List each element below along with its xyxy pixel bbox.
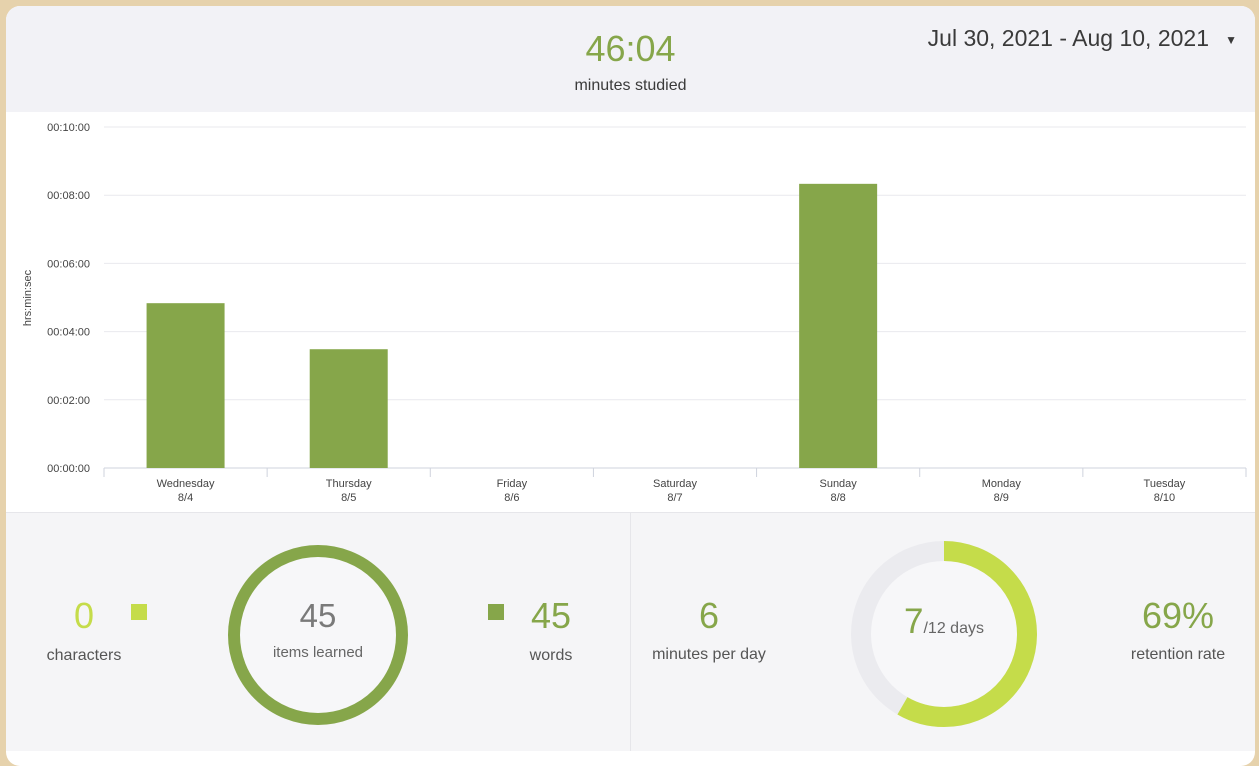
- x-tick-label-day: Sunday: [819, 478, 857, 490]
- characters-count: 0: [73, 595, 95, 636]
- words-count: 45: [530, 595, 572, 636]
- chevron-down-icon[interactable]: ▼: [1225, 33, 1237, 47]
- summary-header: 46:04 minutes studied Jul 30, 2021 - Aug…: [6, 6, 1255, 112]
- minutes-per-day-label: minutes per day: [652, 646, 766, 663]
- y-tick-label: 00:00:00: [47, 463, 90, 475]
- items-learned-ring: [228, 545, 408, 725]
- bar: [146, 303, 225, 468]
- y-axis-label: hrs:min:sec: [22, 269, 34, 326]
- bar-chart-svg: 00:00:00 00:02:00 00:04:00 00:06:00 00:08:00…: [22, 122, 1247, 504]
- x-tick-label-date: 8/9: [994, 492, 1009, 504]
- days-ring-progress: [851, 541, 1037, 727]
- y-tick-label: 00:10:00: [47, 122, 90, 134]
- x-tick-label-date: 8/6: [504, 492, 519, 504]
- minutes-per-day-value: 6: [698, 595, 720, 636]
- items-learned-value: 45: [299, 597, 337, 634]
- y-tick-label: 00:02:00: [47, 395, 90, 407]
- days-studied-text: 7/12 days: [849, 602, 1039, 642]
- x-tick-label-day: Friday: [497, 478, 528, 490]
- x-tick-label-day: Tuesday: [1144, 478, 1186, 490]
- x-tick-label-day: Thursday: [326, 478, 372, 490]
- total-time-label: minutes studied: [574, 77, 687, 94]
- days-studied-value: 7: [904, 602, 924, 641]
- study-time-chart: 00:00:00 00:02:00 00:04:00 00:06:00 00:08:00…: [6, 112, 1255, 512]
- x-tick-label-date: 8/7: [667, 492, 682, 504]
- x-tick-label-date: 8/10: [1154, 492, 1175, 504]
- x-tick-label-day: Monday: [982, 478, 1022, 490]
- x-tick-label-date: 8/5: [341, 492, 356, 504]
- words-label: words: [529, 647, 573, 664]
- days-studied-ring: [851, 541, 1037, 727]
- x-tick-label-date: 8/8: [830, 492, 845, 504]
- total-time-value: 46:04: [585, 28, 676, 69]
- retention-rate-value: 69%: [1141, 595, 1215, 636]
- days-total-label: /12 days: [923, 620, 984, 637]
- y-tick-label: 00:04:00: [47, 327, 90, 339]
- characters-label: characters: [46, 647, 122, 664]
- y-tick-label: 00:06:00: [47, 258, 90, 270]
- x-tick-label-day: Wednesday: [157, 478, 215, 490]
- x-tick-label-date: 8/4: [178, 492, 193, 504]
- stats-panel: 0 characters 45 items learned 45 words 6…: [6, 512, 1255, 751]
- y-tick-label: 00:08:00: [47, 190, 90, 202]
- x-tick-label-day: Saturday: [653, 478, 698, 490]
- words-legend-square: [488, 604, 504, 620]
- bar: [309, 349, 388, 468]
- bar: [799, 183, 878, 468]
- items-learned-label: items learned: [272, 644, 364, 661]
- characters-legend-square: [131, 604, 147, 620]
- study-stats-card: 46:04 minutes studied Jul 30, 2021 - Aug…: [6, 6, 1255, 766]
- retention-rate-label: retention rate: [1130, 646, 1226, 663]
- stats-divider: [630, 513, 631, 751]
- date-range-selector[interactable]: Jul 30, 2021 - Aug 10, 2021: [927, 25, 1209, 51]
